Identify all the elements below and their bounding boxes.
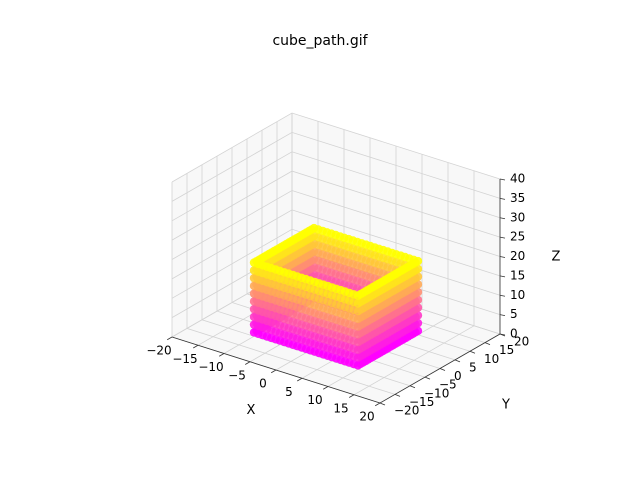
z-tick-label: 35 [510, 191, 525, 205]
data-point [353, 345, 363, 355]
z-tick [499, 256, 506, 258]
z-tick-label: 25 [510, 230, 525, 244]
grid-line-z [171, 131, 501, 202]
x-tick-label: 10 [307, 393, 322, 407]
y-tick [379, 402, 386, 406]
x-tick [323, 386, 329, 390]
y-tick [394, 394, 401, 397]
x-tick-label: −20 [146, 344, 171, 358]
y-tick [439, 368, 446, 371]
x-tick [245, 361, 251, 365]
data-point [353, 330, 363, 339]
z-tick [499, 217, 506, 220]
y-tick-label: −15 [409, 395, 434, 409]
grid-line-z [171, 112, 501, 183]
tick-marks [167, 178, 506, 407]
z-tick [499, 314, 506, 317]
x-tick [297, 377, 303, 382]
y-tick-label: −10 [424, 386, 449, 400]
y-tick [469, 350, 476, 354]
data-point [353, 337, 363, 347]
z-tick [499, 197, 506, 200]
z-axis-label: Z [552, 250, 561, 265]
y-tick-label: −5 [439, 378, 457, 392]
z-tick-label: 20 [510, 249, 525, 263]
y-tick-label: 20 [514, 335, 529, 349]
z-tick-label: 40 [510, 172, 525, 186]
x-tick-label: −5 [228, 368, 246, 382]
y-tick-label: −20 [394, 404, 419, 418]
x-tick-label: 20 [359, 410, 374, 424]
chart-title: cube_path.gif [272, 33, 368, 49]
x-tick-label: −15 [172, 352, 197, 366]
z-tick-label: 0 [510, 327, 518, 341]
z-tick-label: 30 [510, 210, 525, 224]
y-tick [424, 376, 431, 380]
grid-line-z [171, 151, 501, 222]
x-tick-label: 0 [259, 377, 267, 391]
x-tick [219, 353, 225, 357]
data-point [353, 353, 363, 362]
grid-line-z [171, 209, 501, 280]
data-point [353, 314, 363, 324]
grid-line-z [171, 228, 501, 299]
x-tick [349, 394, 355, 398]
x-tick [193, 344, 199, 349]
y-axis-label: Y [501, 398, 510, 413]
z-tick [499, 333, 506, 336]
y-tick [454, 359, 461, 363]
z-tick [499, 236, 506, 239]
x-tick-label: 5 [285, 385, 293, 399]
z-tick [499, 275, 506, 278]
data-points [249, 223, 423, 370]
z-tick [499, 294, 506, 297]
x-tick-label: −10 [198, 360, 223, 374]
data-point [353, 299, 363, 308]
grid-line-z [171, 190, 501, 260]
y-tick-label: 10 [484, 352, 499, 366]
data-point [353, 291, 363, 300]
x-axis-label: X [247, 403, 256, 418]
data-point [353, 361, 363, 370]
z-tick [499, 178, 506, 181]
z-tick-label: 10 [510, 288, 525, 302]
x-tick [167, 336, 173, 341]
y-tick [484, 342, 491, 345]
grid-line-z [171, 170, 501, 241]
x-tick-label: 15 [333, 401, 348, 415]
data-point [353, 306, 363, 316]
y-tick-label: 5 [469, 360, 477, 374]
x-tick [375, 402, 381, 407]
y-tick-label: 0 [454, 369, 462, 383]
z-tick-label: 15 [510, 268, 525, 282]
y-tick-label: 15 [499, 343, 514, 357]
y-tick [409, 385, 416, 389]
x-tick [271, 369, 277, 374]
z-tick-label: 5 [510, 307, 518, 321]
data-point [353, 322, 363, 331]
